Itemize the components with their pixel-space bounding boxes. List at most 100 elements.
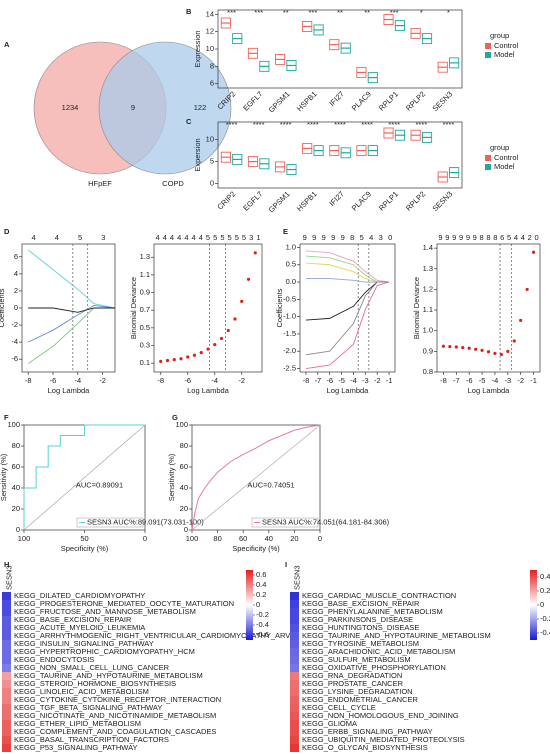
y-tick-label: 1.1 (140, 270, 150, 279)
x-tick-label: -1 (386, 376, 393, 385)
deviance-point (531, 250, 536, 254)
deviance-point (213, 343, 217, 347)
legend-swatch (485, 43, 491, 49)
significance: **** (361, 120, 373, 129)
x-tick-label: -4 (350, 376, 357, 385)
y-tick-label: 40 (12, 483, 20, 492)
heat-cell (290, 640, 299, 648)
x-axis-title: Log Lambda (327, 386, 370, 395)
deviance-point (454, 345, 458, 349)
heat-cell (290, 704, 299, 712)
panel-label: G (172, 413, 178, 422)
significance: **** (388, 120, 400, 129)
y-axis-title: Coefficients (275, 288, 284, 327)
row-label: KEGG_ACUTE_MYELOID_LEUKEMIA (14, 623, 145, 632)
y-axis-title: Binomial Deviance (412, 277, 421, 339)
top-label: 0 (534, 233, 538, 242)
row-label: KEGG_TYROSINE_METABOLISM (302, 639, 419, 648)
plot-frame (436, 243, 541, 373)
x-tick-label: -1 (530, 376, 537, 385)
x-tick-label: -8 (157, 376, 164, 385)
heat-cell (290, 616, 299, 624)
heat-cell (290, 600, 299, 608)
legend-swatch (485, 155, 491, 161)
top-label: 1 (256, 233, 260, 242)
y-tick-label: 0.9 (423, 346, 433, 355)
heat-cell (290, 712, 299, 720)
y-tick-label: -2.0 (283, 346, 296, 355)
heat-cell (2, 656, 11, 664)
x-tick-label: 0 (143, 534, 147, 543)
significance: **** (307, 120, 319, 129)
row-label: KEGG_STEROID_HORMONE_BIOSYNTHESIS (14, 679, 176, 688)
row-label: KEGG_NON_SMALL_CELL_LUNG_CANCER (14, 663, 170, 672)
y-tick-label: 6 (14, 252, 18, 261)
plot-frame (153, 243, 263, 373)
column-label: SESN3 (4, 565, 13, 590)
y-tick-label: 14 (206, 9, 214, 18)
top-label: 9 (312, 233, 316, 242)
legend-label: Model (494, 50, 515, 59)
top-label: 2 (528, 233, 532, 242)
y-tick-label: -2 (11, 320, 18, 329)
colorbar-label: 0.6 (256, 570, 266, 579)
y-tick-label: 1.1 (423, 305, 433, 314)
top-label: 9 (452, 233, 456, 242)
legend-box (76, 517, 144, 528)
y-tick-label: 0.3 (140, 341, 150, 350)
row-label: KEGG_P53_SIGNALING_PATHWAY (14, 743, 138, 752)
row-label: KEGG_ENDOMETRIAL_CANCER (302, 695, 418, 704)
y-tick-label: 1.3 (140, 252, 150, 261)
heat-cell (2, 608, 11, 616)
y-tick-label: 20 (180, 504, 188, 513)
significance: **** (280, 120, 292, 129)
category-label: IFI27 (327, 189, 345, 207)
top-label: 4 (514, 233, 518, 242)
top-label: 9 (322, 233, 326, 242)
heat-cell (290, 728, 299, 736)
coef-path (305, 281, 390, 321)
row-label: KEGG_ENDOCYTOSIS (14, 655, 94, 664)
x-tick-label: -8 (303, 376, 310, 385)
deviance-point (480, 348, 484, 352)
heat-cell (290, 648, 299, 656)
heat-cell (290, 680, 299, 688)
category-label: PLAC9 (350, 189, 373, 212)
heat-cell (290, 688, 299, 696)
y-tick-label: 5 (210, 157, 214, 166)
heat-cell (2, 688, 11, 696)
heat-cell (2, 640, 11, 648)
significance: *** (309, 8, 318, 17)
y-axis-title: Expression (193, 30, 202, 67)
deviance-point (159, 359, 163, 364)
set-label: COPD (162, 179, 184, 188)
y-tick-label: 1.4 (423, 243, 433, 252)
venn-count: 122 (194, 103, 207, 112)
row-label: KEGG_OXIDATIVE_PHOSPHORYLATION (302, 663, 446, 672)
panel-label: I (285, 560, 287, 569)
top-label: 4 (184, 233, 188, 242)
y-tick-label: 1.0 (286, 242, 296, 251)
heat-cell (2, 720, 11, 728)
significance: *** (390, 8, 399, 17)
panel-label: E (283, 227, 288, 236)
colorbar (530, 570, 537, 640)
coef-path (305, 281, 390, 369)
top-label: 4 (163, 233, 167, 242)
panel-label: H (4, 560, 9, 569)
venn-count: 1234 (62, 103, 79, 112)
top-label: 5 (206, 233, 210, 242)
legend-label: SESN3 AUC%:74.051(64.181-84.306) (262, 517, 390, 526)
top-label: 9 (473, 233, 477, 242)
reference-line (23, 424, 146, 531)
x-tick-label: -8 (440, 376, 447, 385)
significance: **** (443, 120, 455, 129)
significance: **** (415, 120, 427, 129)
set-label: HFpEF (88, 179, 112, 188)
plot-frame (299, 243, 396, 373)
heat-cell (2, 680, 11, 688)
significance: **** (226, 120, 238, 129)
heat-cell (290, 632, 299, 640)
y-axis-title: Coefficients (0, 288, 6, 327)
top-label: 9 (303, 233, 307, 242)
